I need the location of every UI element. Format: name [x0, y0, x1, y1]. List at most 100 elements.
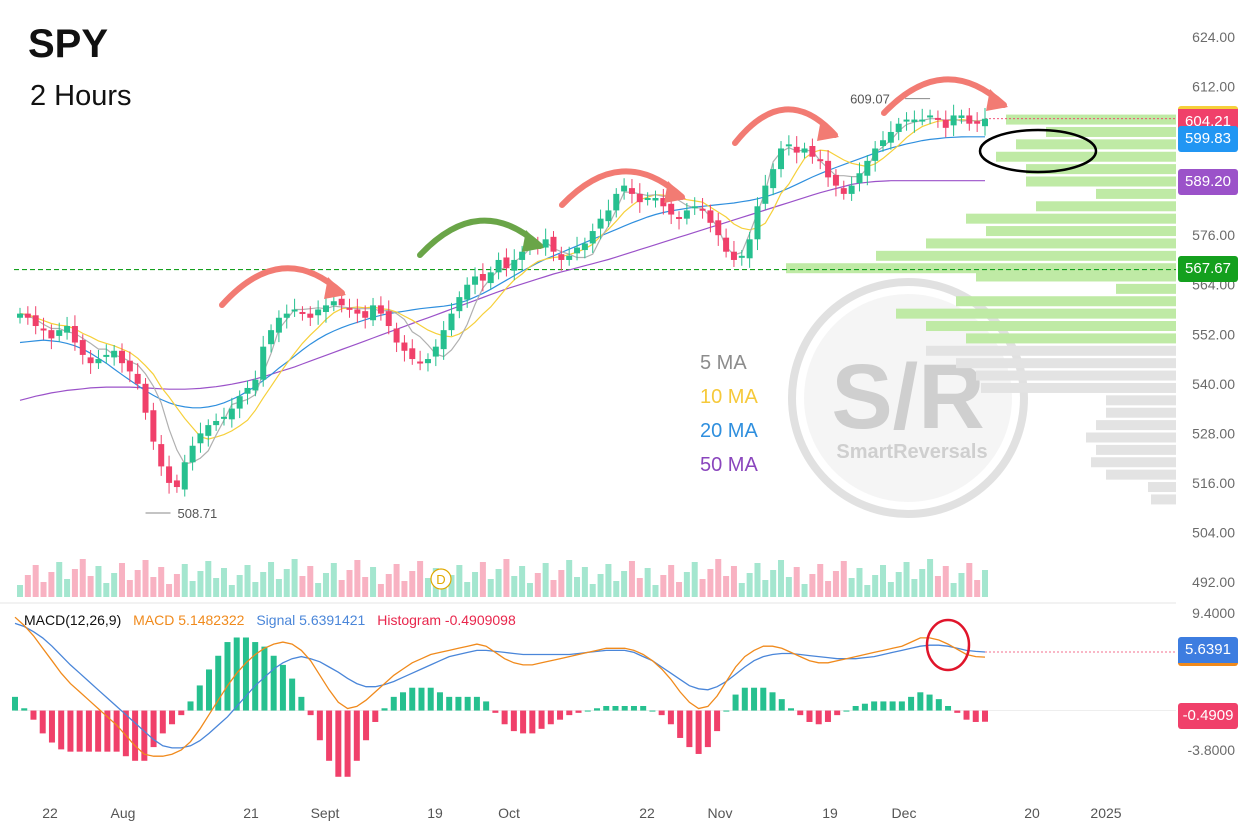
macd-hist-bar-80	[751, 687, 758, 711]
macd-hist-bar-33	[316, 710, 323, 741]
macd-hist-bar-103	[963, 710, 970, 720]
volume-bar-39	[322, 573, 329, 597]
trend-arc-4	[881, 76, 1007, 116]
volume-bar-62	[503, 559, 510, 597]
trend-arrowhead-2	[664, 181, 686, 203]
macd-hist-bar-89	[834, 710, 841, 716]
volume-bar-123	[982, 570, 988, 597]
candle-body-15	[134, 373, 141, 384]
candle-body-30	[252, 379, 259, 391]
time-tick-4: 19	[427, 805, 443, 821]
volume-bar-95	[762, 580, 769, 597]
volume-bar-93	[746, 573, 753, 597]
volume-bar-2	[32, 565, 39, 597]
candle-body-60	[487, 272, 494, 284]
candle-body-74	[597, 218, 604, 229]
volume-bar-42	[346, 570, 353, 597]
volume-bar-57	[464, 582, 471, 597]
macd-hist-bar-48	[455, 696, 462, 711]
volume-bar-7	[71, 569, 78, 597]
volume-bar-96	[770, 570, 777, 597]
volume-bar-25	[213, 578, 220, 597]
volume-bar-116	[927, 559, 934, 597]
volume-bar-63	[511, 576, 518, 597]
macd-hist-bar-19	[187, 701, 194, 711]
volume-profile-bar-31	[1151, 494, 1176, 505]
candle-body-101	[809, 146, 816, 157]
macd-hist-bar-50	[473, 696, 480, 711]
time-tick-5: Oct	[498, 805, 520, 821]
candle-body-38	[315, 309, 322, 316]
candle-body-56	[456, 297, 463, 312]
volume-bar-91	[730, 566, 737, 597]
macd-hist-bar-18	[178, 710, 185, 716]
candle-body-49	[401, 342, 408, 351]
volume-bar-33	[275, 579, 282, 597]
volume-bar-31	[260, 572, 267, 597]
candle-body-85	[683, 210, 690, 219]
ma5-line	[19, 118, 986, 465]
volume-profile-bar-1	[1046, 126, 1176, 137]
macd-hist-bar-59	[557, 710, 564, 720]
candle-body-12	[111, 350, 118, 358]
candle-body-116	[927, 115, 934, 118]
macd-hist-bar-66	[621, 705, 628, 711]
candle-body-100	[801, 148, 808, 153]
candle-body-0	[17, 313, 23, 318]
volume-profile-bar-10	[926, 238, 1176, 249]
macd-hist-bar-61	[575, 710, 582, 713]
macd-hist-bar-69	[649, 710, 656, 712]
volume-bar-114	[911, 579, 918, 597]
volume-bar-90	[723, 576, 730, 597]
macd-hist-bar-39	[372, 710, 379, 722]
volume-bar-74	[597, 574, 604, 597]
volume-bar-112	[895, 572, 902, 597]
macd-hist-bar-27	[261, 646, 268, 711]
macd-hist-bar-25	[242, 637, 249, 711]
macd-histogram-value: Histogram -0.4909098	[377, 612, 516, 628]
macd-hist-bar-72	[677, 710, 684, 738]
volume-profile-bar-18	[966, 333, 1176, 344]
macd-hist-bar-46	[436, 692, 443, 711]
macd-hist-bar-10	[104, 710, 111, 752]
candle-body-63	[511, 259, 518, 271]
candle-body-39	[322, 305, 329, 312]
volume-bar-5	[56, 562, 63, 597]
volume-bar-46	[377, 584, 384, 597]
volume-bar-18	[158, 567, 165, 597]
volume-bar-111	[887, 582, 894, 597]
ma-legend-50: 50 MA	[700, 454, 758, 476]
macd-hist-bar-14	[141, 710, 148, 761]
candle-body-71	[574, 247, 581, 254]
volume-bar-106	[848, 578, 855, 597]
volume-bar-120	[958, 573, 965, 597]
macd-line	[14, 616, 986, 757]
trend-arrowhead-0	[324, 277, 346, 299]
volume-bar-75	[605, 564, 612, 597]
volume-bar-19	[166, 584, 173, 597]
volume-profile-bar-29	[1106, 469, 1176, 480]
candle-body-9	[87, 357, 94, 364]
volume-bar-83	[668, 565, 675, 597]
candle-body-25	[213, 420, 220, 426]
volume-bar-24	[205, 561, 212, 597]
candle-body-29	[244, 387, 251, 394]
macd-hist-bar-4	[48, 710, 55, 743]
candle-body-55	[448, 313, 455, 331]
volume-bar-23	[197, 571, 204, 597]
volume-bar-65	[526, 583, 533, 597]
candle-body-51	[417, 361, 424, 364]
candle-body-23	[197, 433, 204, 444]
volume-bar-4	[48, 572, 55, 597]
candle-body-94	[754, 206, 761, 240]
watermark-brand: SmartReversals	[836, 441, 987, 463]
volume-bar-21	[181, 564, 188, 597]
macd-hist-bar-5	[58, 710, 65, 750]
volume-bar-85	[683, 572, 690, 597]
candle-body-47	[385, 311, 392, 327]
candle-body-67	[542, 239, 549, 248]
candle-body-2	[32, 315, 39, 327]
macd-hist-bar-84	[788, 708, 794, 711]
candle-body-28	[236, 396, 243, 409]
macd-hist-bar-40	[381, 708, 388, 711]
